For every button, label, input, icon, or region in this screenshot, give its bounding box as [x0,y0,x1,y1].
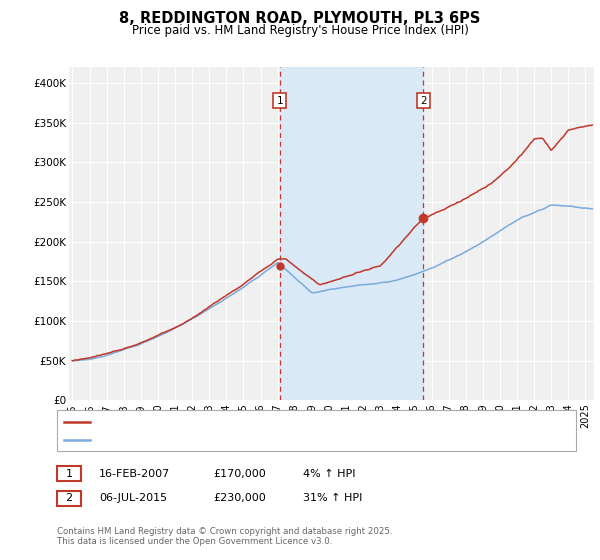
Text: Price paid vs. HM Land Registry's House Price Index (HPI): Price paid vs. HM Land Registry's House … [131,24,469,37]
Text: 06-JUL-2015: 06-JUL-2015 [99,493,167,503]
Text: HPI: Average price, semi-detached house, City of Plymouth: HPI: Average price, semi-detached house,… [95,435,389,445]
Text: 1: 1 [65,469,73,479]
Text: 31% ↑ HPI: 31% ↑ HPI [303,493,362,503]
Text: 2: 2 [65,493,73,503]
Text: 8, REDDINGTON ROAD, PLYMOUTH, PL3 6PS (semi-detached house): 8, REDDINGTON ROAD, PLYMOUTH, PL3 6PS (s… [95,417,431,427]
Text: Contains HM Land Registry data © Crown copyright and database right 2025.
This d: Contains HM Land Registry data © Crown c… [57,526,392,546]
Text: £230,000: £230,000 [213,493,266,503]
Text: £170,000: £170,000 [213,469,266,479]
Bar [280,67,424,400]
Text: 16-FEB-2007: 16-FEB-2007 [99,469,170,479]
Text: 4% ↑ HPI: 4% ↑ HPI [303,469,355,479]
Text: 2: 2 [420,96,427,105]
Text: 1: 1 [277,96,283,105]
Text: 8, REDDINGTON ROAD, PLYMOUTH, PL3 6PS: 8, REDDINGTON ROAD, PLYMOUTH, PL3 6PS [119,11,481,26]
